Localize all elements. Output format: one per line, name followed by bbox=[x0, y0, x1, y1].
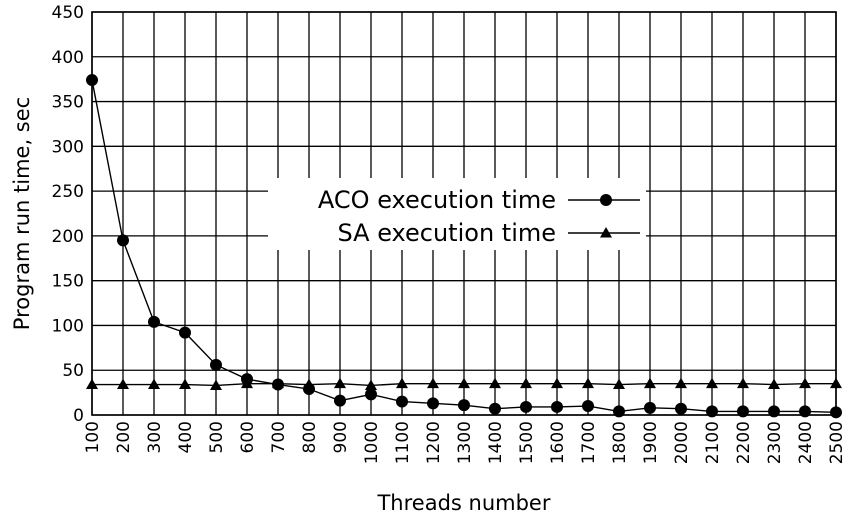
data-point bbox=[458, 377, 470, 389]
x-tick-label: 100 bbox=[83, 421, 103, 453]
plot-frame bbox=[91, 11, 837, 416]
y-tick-label: 0 bbox=[73, 406, 84, 426]
data-point bbox=[365, 388, 377, 401]
x-tick-label: 1400 bbox=[486, 421, 506, 464]
legend-label-sa: SA execution time bbox=[337, 219, 556, 247]
data-point bbox=[489, 377, 501, 389]
legend-label-aco: ACO execution time bbox=[318, 186, 556, 214]
series-layer bbox=[86, 74, 842, 419]
x-tick-label: 2300 bbox=[765, 421, 785, 464]
data-point bbox=[210, 379, 222, 390]
data-point bbox=[303, 378, 315, 390]
x-tick-label: 2500 bbox=[827, 421, 847, 464]
legend-background bbox=[268, 178, 646, 250]
data-point bbox=[520, 400, 532, 413]
data-point bbox=[613, 378, 625, 390]
x-tick-label: 2200 bbox=[734, 421, 754, 464]
data-point bbox=[427, 377, 439, 389]
data-point bbox=[799, 377, 811, 389]
x-tick-label: 700 bbox=[269, 421, 289, 453]
x-tick-label: 400 bbox=[176, 421, 196, 453]
legend: ACO execution time SA execution time bbox=[268, 178, 646, 250]
y-tick-label: 350 bbox=[52, 93, 84, 113]
x-tick-label: 600 bbox=[238, 421, 258, 453]
x-tick-label: 1800 bbox=[610, 421, 630, 464]
data-point bbox=[179, 326, 191, 339]
data-point bbox=[675, 402, 687, 415]
y-axis-title: Program run time, sec bbox=[10, 97, 34, 330]
data-point bbox=[272, 377, 284, 389]
x-tick-label: 300 bbox=[145, 421, 165, 453]
y-tick-label: 450 bbox=[52, 3, 84, 23]
x-axis-title: Threads number bbox=[376, 491, 550, 515]
data-point bbox=[241, 377, 253, 389]
x-tick-label: 1900 bbox=[641, 421, 661, 464]
data-point bbox=[551, 377, 563, 389]
x-tick-label: 1700 bbox=[579, 421, 599, 464]
data-point bbox=[644, 401, 656, 414]
series-sa bbox=[86, 377, 842, 390]
x-tick-label: 1300 bbox=[455, 421, 475, 464]
x-tick-label: 2100 bbox=[703, 421, 723, 464]
y-tick-label: 100 bbox=[52, 316, 84, 336]
y-tick-label: 300 bbox=[52, 137, 84, 157]
data-point bbox=[396, 395, 408, 408]
x-tick-label: 900 bbox=[331, 421, 351, 453]
data-point bbox=[489, 402, 501, 415]
legend-marker-sa bbox=[600, 227, 612, 238]
data-point bbox=[210, 358, 222, 371]
x-tick-label: 500 bbox=[207, 421, 227, 453]
x-tick-label: 1200 bbox=[424, 421, 444, 464]
x-tick-label: 1600 bbox=[548, 421, 568, 464]
data-point bbox=[179, 378, 191, 390]
data-point bbox=[706, 377, 718, 389]
data-point bbox=[582, 400, 594, 413]
x-tick-label: 1500 bbox=[517, 421, 537, 464]
y-tick-label: 400 bbox=[52, 48, 84, 68]
y-tick-label: 150 bbox=[52, 272, 84, 292]
y-tick-labels: 0 50 100 150 200 250 300 350 400 450 bbox=[52, 3, 84, 426]
data-point bbox=[396, 377, 408, 389]
x-tick-labels: 100 200 300 400 500 600 700 800 900 1000 1100 1200 1… bbox=[83, 421, 847, 464]
y-tick-label: 250 bbox=[52, 182, 84, 202]
data-point bbox=[675, 377, 687, 389]
data-point bbox=[644, 377, 656, 389]
legend-marker-aco bbox=[600, 194, 612, 206]
data-point bbox=[551, 400, 563, 413]
data-point bbox=[737, 377, 749, 389]
data-point bbox=[768, 378, 780, 390]
x-tick-label: 1100 bbox=[393, 421, 413, 464]
data-point bbox=[458, 399, 470, 412]
data-point bbox=[334, 394, 346, 407]
x-tick-label: 800 bbox=[300, 421, 320, 453]
y-tick-label: 200 bbox=[52, 227, 84, 247]
x-tick-label: 200 bbox=[114, 421, 134, 453]
data-point bbox=[334, 377, 346, 389]
series-aco bbox=[86, 74, 842, 419]
data-point bbox=[117, 234, 129, 247]
data-point bbox=[365, 379, 377, 390]
data-point bbox=[117, 378, 129, 390]
data-point bbox=[582, 377, 594, 389]
data-point bbox=[520, 377, 532, 389]
x-tick-label: 1000 bbox=[362, 421, 382, 464]
data-point bbox=[148, 315, 160, 328]
data-point bbox=[148, 378, 160, 390]
x-tick-label: 2400 bbox=[796, 421, 816, 464]
y-tick-label: 50 bbox=[62, 361, 84, 381]
x-tick-label: 2000 bbox=[672, 421, 692, 464]
data-point bbox=[427, 397, 439, 410]
